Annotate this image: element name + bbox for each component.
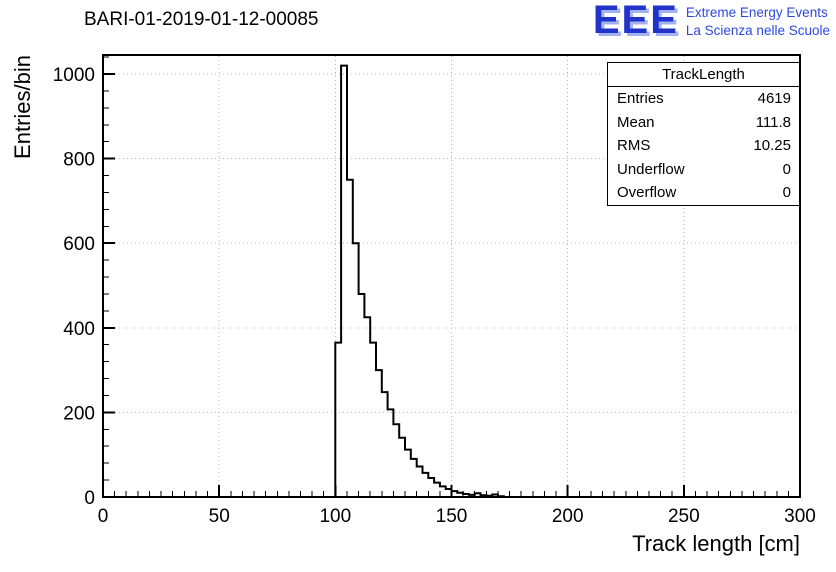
plot-title: BARI-01-2019-01-12-00085 — [84, 9, 319, 30]
stats-value: 0 — [782, 184, 791, 201]
y-axis-title: Entries/bin — [10, 55, 35, 159]
x-tick-label: 100 — [319, 506, 351, 527]
eee-logo-line2: La Scienza nelle Scuole — [685, 22, 830, 38]
stats-label: Underflow — [617, 160, 685, 178]
stats-row-overflow: Overflow 0 — [608, 181, 799, 205]
x-tick-label: 150 — [436, 506, 468, 527]
stats-row-rms: RMS 10.25 — [608, 134, 799, 158]
x-tick-label: 300 — [784, 506, 816, 527]
y-tick-label: 400 — [63, 319, 95, 340]
stats-value: 10.25 — [753, 137, 791, 154]
stats-box-title: TrackLength — [608, 63, 799, 87]
y-tick-label: 1000 — [53, 65, 95, 86]
histogram-line — [103, 64, 800, 498]
stats-box: TrackLength Entries 4619 Mean 111.8 RMS … — [607, 62, 800, 206]
x-tick-label: 50 — [209, 506, 230, 527]
y-tick-label: 600 — [63, 234, 95, 255]
y-tick-label: 200 — [63, 403, 95, 424]
x-tick-label: 0 — [98, 506, 109, 527]
eee-logo-subtitle: Extreme Energy Events La Scienza nelle S… — [686, 4, 830, 39]
stats-row-mean: Mean 111.8 — [608, 111, 799, 135]
stats-label: Overflow — [617, 184, 677, 201]
stats-row-entries: Entries 4619 — [608, 87, 799, 111]
stats-value: 4619 — [757, 90, 791, 107]
stats-label: RMS — [617, 137, 651, 154]
stats-label: Entries — [617, 90, 664, 107]
stats-value: 0 — [782, 160, 791, 178]
x-tick-label: 250 — [668, 506, 700, 527]
y-tick-label: 0 — [84, 488, 95, 509]
y-tick-label: 800 — [63, 150, 95, 171]
stats-label: Mean — [617, 113, 655, 131]
eee-logo: EEE Extreme Energy Events La Scienza nel… — [592, 0, 830, 42]
stats-value: 111.8 — [755, 113, 791, 131]
stats-row-underflow: Underflow 0 — [608, 158, 799, 182]
x-tick-label: 200 — [552, 506, 584, 527]
x-axis-title: Track length [cm] — [632, 531, 800, 556]
eee-logo-line1: Extreme Energy Events — [685, 5, 828, 20]
eee-logo-text: EEE — [592, 0, 679, 42]
